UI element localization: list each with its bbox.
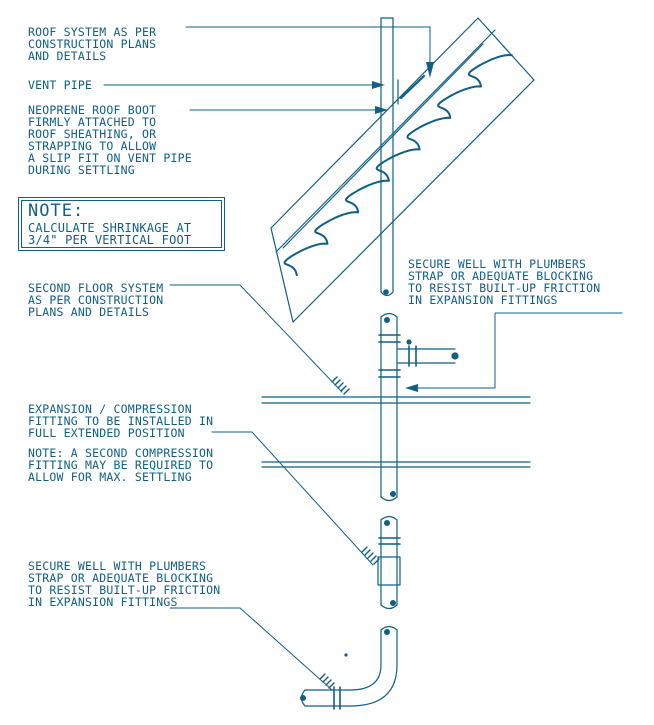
vent-pipe-elbow <box>300 625 398 710</box>
shrinkage-note-box <box>18 197 225 251</box>
roof-insulation <box>283 54 513 277</box>
label-note-second-fitting: NOTE: A SECOND COMPRESSION FITTING MAY B… <box>28 446 214 484</box>
roof-assembly <box>270 17 535 323</box>
note-title: NOTE: <box>28 201 85 221</box>
roof-rafter-outline <box>270 17 535 323</box>
pipe-end-dot <box>383 289 389 295</box>
vent-pipe-middle <box>378 312 459 502</box>
label-roof-system: ROOF SYSTEM AS PER CONSTRUCTION PLANS AN… <box>28 25 157 63</box>
expansion-fitting <box>377 556 401 586</box>
roof-boot-flashing <box>399 74 426 100</box>
label-secure-lower: SECURE WELL WITH PLUMBERS STRAP OR ADEQU… <box>28 559 221 609</box>
second-floor-system <box>261 396 531 468</box>
label-roof-boot: NEOPRENE ROOF BOOT FIRMLY ATTACHED TO RO… <box>28 103 192 177</box>
label-second-floor: SECOND FLOOR SYSTEM AS PER CONSTRUCTION … <box>28 281 164 319</box>
vent-pipe-lower <box>377 515 401 610</box>
vent-pipe-upper <box>380 17 394 297</box>
leader-lines <box>103 26 623 691</box>
roof-ceiling-line <box>275 29 496 253</box>
label-expansion-fitting: EXPANSION / COMPRESSION FITTING TO BE IN… <box>28 402 214 440</box>
roof-sheathing-line <box>282 43 484 249</box>
note-text: CALCULATE SHRINKAGE AT 3/4" PER VERTICAL… <box>28 221 192 247</box>
label-vent-pipe: VENT PIPE <box>28 78 93 92</box>
label-secure-upper: SECURE WELL WITH PLUMBERS STRAP OR ADEQU… <box>408 257 601 307</box>
